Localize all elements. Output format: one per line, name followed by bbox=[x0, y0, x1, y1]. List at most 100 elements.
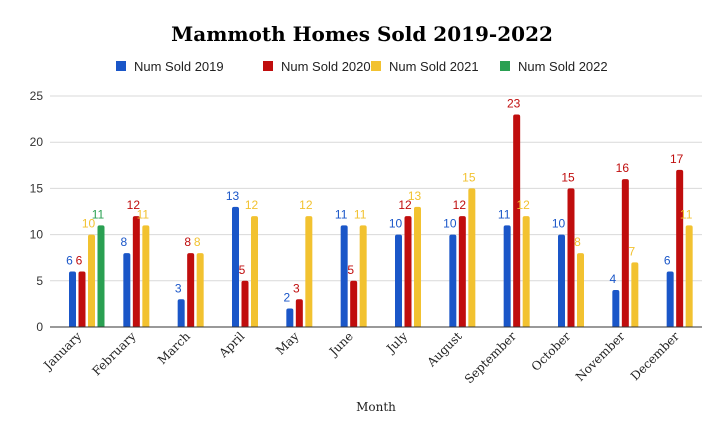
data-label: 8 bbox=[184, 235, 191, 249]
bar bbox=[241, 280, 249, 327]
bar bbox=[513, 114, 521, 327]
bar bbox=[522, 216, 530, 327]
data-label: 13 bbox=[226, 189, 240, 203]
bar bbox=[359, 225, 367, 327]
bar bbox=[196, 253, 204, 327]
data-label: 11 bbox=[92, 207, 105, 221]
bar bbox=[503, 225, 511, 327]
bar bbox=[676, 169, 684, 327]
x-tick-label: May bbox=[273, 329, 302, 358]
bar bbox=[232, 206, 239, 327]
y-tick-label: 25 bbox=[30, 89, 44, 103]
bar bbox=[458, 216, 466, 327]
bar bbox=[69, 271, 76, 327]
x-tick-label: April bbox=[216, 329, 248, 361]
bar bbox=[78, 271, 86, 327]
data-label: 10 bbox=[82, 217, 96, 231]
y-axis-ticks: 0 5 10 15 20 25 bbox=[30, 89, 44, 334]
y-tick-label: 5 bbox=[36, 274, 43, 288]
data-label: 3 bbox=[175, 281, 182, 295]
data-label: 12 bbox=[299, 198, 313, 212]
x-tick-label: December bbox=[628, 329, 682, 383]
chart-title: Mammoth Homes Sold 2019-2022 bbox=[171, 22, 553, 46]
data-label: 2 bbox=[283, 291, 290, 305]
x-axis-title: Month bbox=[356, 400, 396, 414]
bar bbox=[567, 188, 575, 327]
data-label: 6 bbox=[66, 254, 73, 268]
data-label: 15 bbox=[462, 170, 476, 184]
bar bbox=[97, 225, 105, 327]
data-label: 8 bbox=[194, 235, 201, 249]
bar bbox=[395, 234, 402, 327]
data-label: 4 bbox=[609, 272, 616, 286]
data-label: 11 bbox=[498, 207, 511, 221]
y-tick-label: 10 bbox=[30, 228, 44, 242]
data-label: 3 bbox=[293, 281, 300, 295]
data-label: 6 bbox=[664, 254, 671, 268]
bar bbox=[123, 253, 131, 327]
bars bbox=[69, 114, 693, 327]
legend-label: Num Sold 2021 bbox=[389, 59, 479, 74]
data-label: 13 bbox=[408, 189, 422, 203]
legend-label: Num Sold 2020 bbox=[281, 59, 371, 74]
data-label: 11 bbox=[354, 207, 367, 221]
y-tick-label: 0 bbox=[36, 320, 43, 334]
legend-swatch bbox=[500, 61, 510, 71]
data-label: 12 bbox=[516, 198, 530, 212]
data-label: 12 bbox=[453, 198, 467, 212]
data-label: 8 bbox=[574, 235, 581, 249]
data-label: 11 bbox=[335, 207, 348, 221]
data-label: 23 bbox=[507, 96, 521, 110]
bar bbox=[404, 216, 412, 327]
x-tick-label: February bbox=[89, 329, 138, 378]
legend-swatch bbox=[116, 61, 126, 71]
bar bbox=[88, 234, 95, 327]
data-label: 6 bbox=[76, 254, 83, 268]
data-label: 11 bbox=[680, 207, 693, 221]
x-tick-label: July bbox=[383, 329, 411, 357]
data-label: 12 bbox=[245, 198, 259, 212]
data-label: 10 bbox=[389, 217, 403, 231]
bar bbox=[340, 225, 348, 327]
bar bbox=[350, 280, 358, 327]
bar bbox=[414, 206, 421, 327]
bar bbox=[187, 253, 195, 327]
data-label: 11 bbox=[137, 207, 150, 221]
data-label: 16 bbox=[616, 161, 630, 175]
x-tick-label: March bbox=[155, 329, 193, 367]
data-label: 12 bbox=[127, 198, 141, 212]
bar bbox=[685, 225, 693, 327]
bar bbox=[468, 188, 476, 327]
data-label: 10 bbox=[443, 217, 457, 231]
bar bbox=[449, 234, 457, 327]
bar bbox=[142, 225, 150, 327]
legend-swatch bbox=[263, 61, 273, 71]
bar bbox=[621, 179, 629, 327]
bar bbox=[305, 216, 313, 327]
x-tick-label: September bbox=[462, 329, 519, 386]
x-tick-label: November bbox=[573, 329, 628, 384]
data-label: 17 bbox=[670, 152, 684, 166]
x-tick-label: June bbox=[325, 329, 356, 360]
x-tick-label: January bbox=[40, 329, 85, 374]
x-axis-ticks: January February March April May June July Augu… bbox=[40, 329, 682, 386]
data-label: 5 bbox=[347, 263, 354, 277]
x-tick-label: October bbox=[529, 329, 574, 374]
legend-label: Num Sold 2022 bbox=[518, 59, 608, 74]
y-tick-label: 20 bbox=[30, 135, 44, 149]
bar bbox=[295, 299, 303, 327]
data-label: 8 bbox=[120, 235, 127, 249]
x-tick-label: August bbox=[424, 329, 465, 370]
bar bbox=[631, 262, 639, 327]
data-label: 10 bbox=[552, 217, 566, 231]
data-label: 15 bbox=[561, 170, 575, 184]
bar bbox=[286, 308, 294, 327]
bar bbox=[132, 216, 140, 327]
bar bbox=[251, 216, 258, 327]
bar bbox=[577, 253, 584, 327]
legend: Num Sold 2019 Num Sold 2020 Num Sold 2021 N… bbox=[116, 59, 608, 74]
data-label: 5 bbox=[239, 263, 246, 277]
bar bbox=[666, 271, 674, 327]
